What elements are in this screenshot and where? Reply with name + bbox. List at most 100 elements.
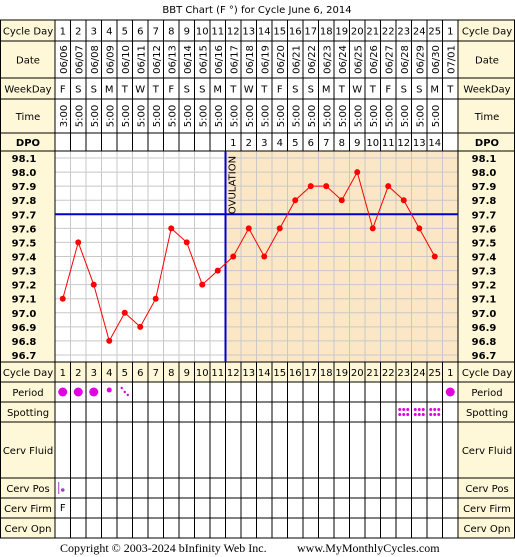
dpo-value: 7 xyxy=(323,138,329,149)
row-label-right: WeekDay xyxy=(463,85,510,96)
cerv-pos-low-marker xyxy=(60,488,65,492)
row-label-left: Cycle Day xyxy=(3,27,53,38)
y-tick-label-left: 98.0 xyxy=(12,168,37,179)
cycle-day-value-bottom: 12 xyxy=(227,368,240,379)
cycle-day-value-bottom: 9 xyxy=(184,368,190,379)
temperature-point xyxy=(307,183,314,190)
y-tick-label-right: 98.1 xyxy=(472,154,497,165)
cycle-day-value: 17 xyxy=(304,27,317,38)
temperature-point xyxy=(276,225,283,232)
weekday-value: F xyxy=(60,85,66,96)
spotting-dot xyxy=(398,413,402,416)
temperature-point xyxy=(431,253,438,260)
cycle-day-value-bottom: 1 xyxy=(60,368,66,379)
spotting-dot xyxy=(433,413,437,416)
date-value: 06/30 xyxy=(431,45,442,74)
y-tick-label-left: 97.1 xyxy=(12,295,37,306)
dpo-value: 5 xyxy=(292,138,298,149)
time-value: 5:00 xyxy=(369,105,380,127)
cycle-day-value: 11 xyxy=(211,27,224,38)
spotting-dot xyxy=(421,413,425,416)
spotting-dot xyxy=(402,408,406,411)
time-value: 5:00 xyxy=(245,105,256,127)
row-label-right: Time xyxy=(474,112,499,123)
temperature-point xyxy=(400,197,407,204)
time-value: 5:00 xyxy=(74,105,85,127)
weekday-value: S xyxy=(184,85,190,96)
time-value: 5:00 xyxy=(121,105,132,127)
y-tick-label-left: 97.5 xyxy=(12,238,37,249)
y-tick-label-right: 97.4 xyxy=(472,253,497,264)
temperature-point xyxy=(369,225,376,232)
row-label-left: Period xyxy=(12,388,43,399)
row-label-left: Cerv Pos xyxy=(6,484,49,495)
y-tick-label-left: 96.7 xyxy=(12,351,37,362)
cycle-day-value-bottom: 8 xyxy=(168,368,174,379)
cycle-day-value: 18 xyxy=(320,27,333,38)
time-value: 5:00 xyxy=(431,105,442,127)
weekday-value: T xyxy=(152,85,160,96)
row-label-right: Date xyxy=(475,56,499,67)
date-value: 06/15 xyxy=(198,45,209,74)
y-tick-label-right: 96.9 xyxy=(472,323,497,334)
weekday-value: F xyxy=(385,85,391,96)
cycle-day-value: 5 xyxy=(122,27,128,38)
ovulation-label: OVULATION xyxy=(228,156,239,214)
cycle-day-value-bottom: 23 xyxy=(397,368,410,379)
dpo-value: 8 xyxy=(339,138,345,149)
date-value: 06/10 xyxy=(121,45,132,74)
cycle-day-value: 9 xyxy=(184,27,190,38)
temperature-point xyxy=(245,225,252,232)
spotting-dot xyxy=(417,413,421,416)
y-tick-label-right: 97.1 xyxy=(472,295,497,306)
cycle-day-value-bottom: 22 xyxy=(382,368,395,379)
period-spotty-marker xyxy=(123,390,126,394)
time-value: 5:00 xyxy=(338,105,349,127)
cycle-day-value-bottom: 21 xyxy=(366,368,379,379)
date-value: 06/18 xyxy=(245,45,256,74)
spotting-dot xyxy=(437,408,441,411)
date-value: 06/21 xyxy=(291,45,302,74)
cycle-day-value: 12 xyxy=(227,27,240,38)
spotting-dot xyxy=(413,413,417,416)
weekday-value: T xyxy=(260,85,268,96)
weekday-value: S xyxy=(292,85,298,96)
period-heavy-marker xyxy=(445,387,455,397)
date-value: 06/07 xyxy=(74,45,85,74)
y-tick-label-right: 97.7 xyxy=(472,210,497,221)
dpo-value: 9 xyxy=(354,138,360,149)
cycle-day-value: 3 xyxy=(91,27,97,38)
cycle-day-value: 23 xyxy=(397,27,410,38)
cycle-day-value-bottom: 25 xyxy=(428,368,441,379)
time-value: 5:00 xyxy=(415,105,426,127)
date-value: 06/17 xyxy=(229,45,240,74)
temperature-point xyxy=(416,225,423,232)
y-tick-label-right: 96.7 xyxy=(472,351,497,362)
temperature-point xyxy=(137,323,144,330)
y-tick-label-left: 97.9 xyxy=(12,182,37,193)
y-tick-label-right: 97.2 xyxy=(472,281,497,292)
y-tick-label-right: 97.6 xyxy=(472,224,497,235)
date-value: 06/23 xyxy=(322,45,333,74)
cerv-firm-value: F xyxy=(60,503,66,514)
dpo-value: 10 xyxy=(366,138,379,149)
time-value: 5:00 xyxy=(322,105,333,127)
temperature-point xyxy=(323,183,330,190)
chart-title: BBT Chart (F °) for Cycle June 6, 2014 xyxy=(162,5,351,16)
y-tick-label-right: 97.3 xyxy=(472,267,497,278)
y-tick-label-left: 97.2 xyxy=(12,281,37,292)
date-value: 06/20 xyxy=(276,45,287,74)
dpo-value: 12 xyxy=(397,138,410,149)
cycle-day-value-bottom: 13 xyxy=(242,368,255,379)
cycle-day-value-bottom: 6 xyxy=(137,368,143,379)
weekday-value: W xyxy=(244,85,254,96)
footer-site: www.MyMonthlyCycles.com xyxy=(297,541,440,555)
time-value: 5:00 xyxy=(152,105,163,127)
y-tick-label-right: 97.9 xyxy=(472,182,497,193)
weekday-value: S xyxy=(308,85,314,96)
weekday-value: M xyxy=(105,85,114,96)
footer-copyright: Copyright © 2003-2024 bInfinity Web Inc. xyxy=(60,541,267,555)
temperature-point xyxy=(354,169,361,176)
date-value: 06/22 xyxy=(307,45,318,74)
row-label-right: Cycle Day xyxy=(462,368,512,379)
